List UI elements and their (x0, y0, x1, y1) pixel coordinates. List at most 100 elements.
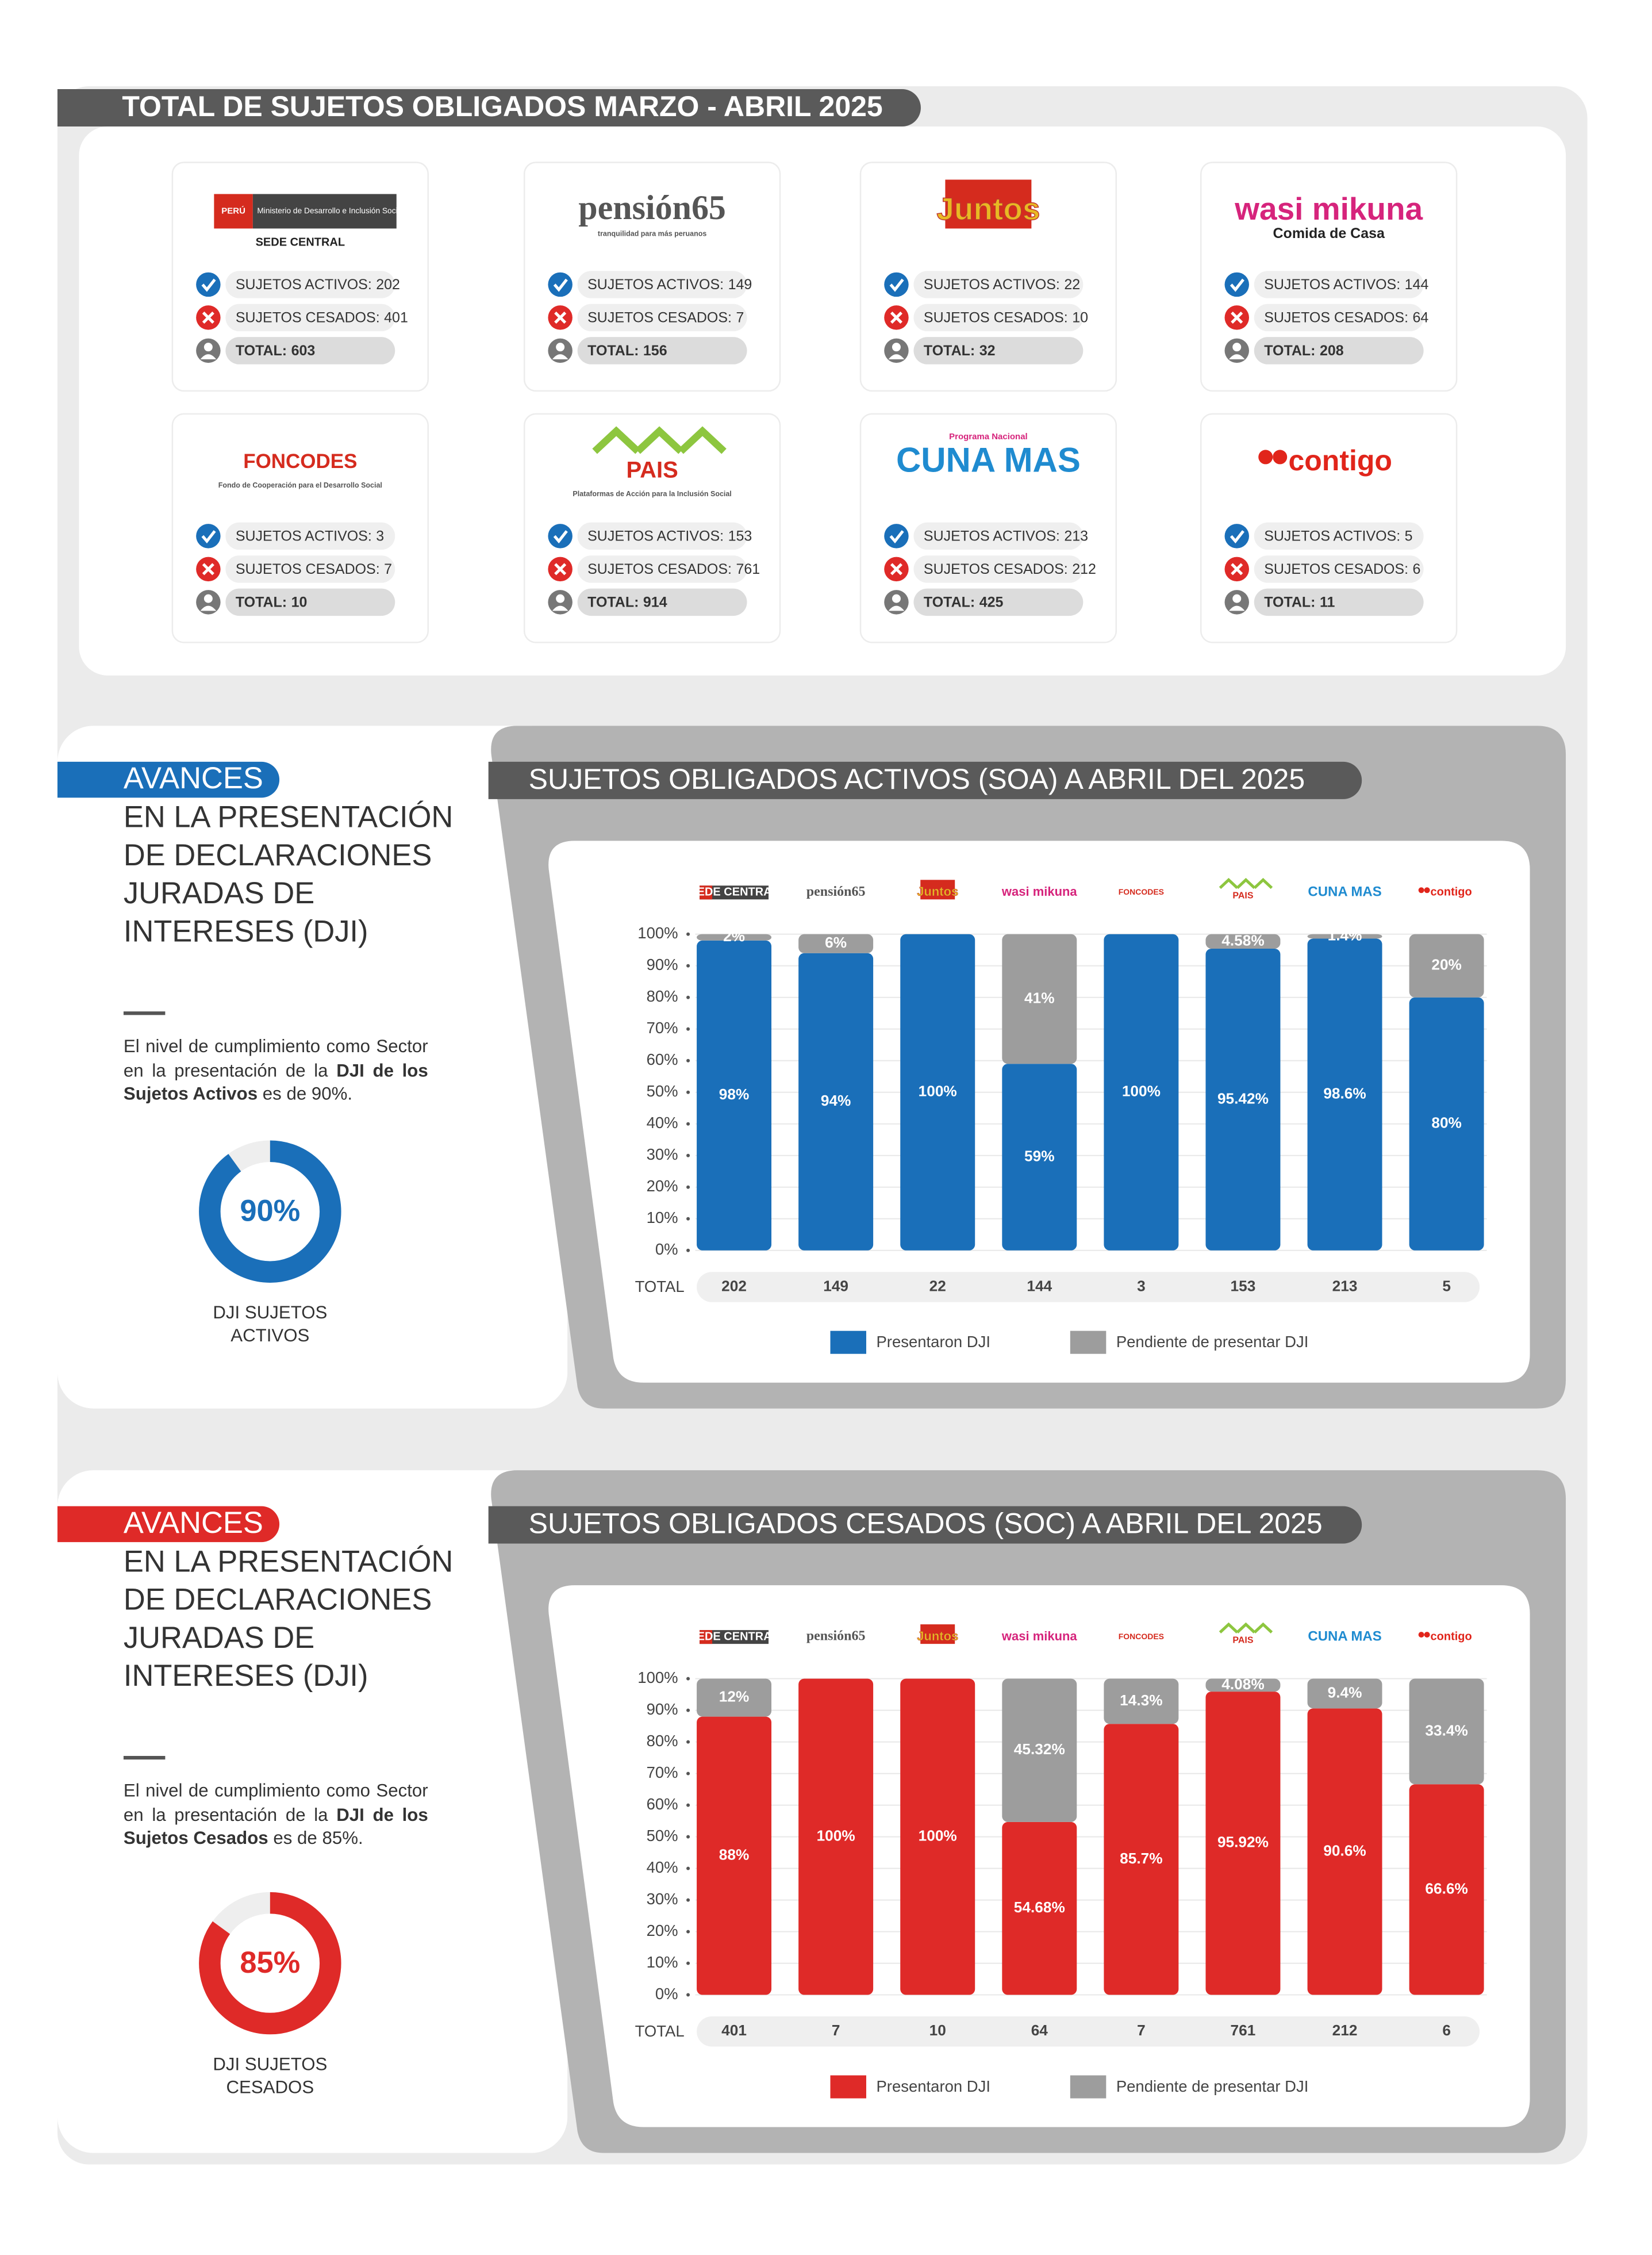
logo-sub: Comida de Casa (1273, 225, 1385, 241)
logo-name: FONCODES (1119, 887, 1164, 896)
total-text: TOTAL: 208 (1264, 343, 1344, 359)
pill (1254, 304, 1424, 332)
icon-x (202, 311, 214, 324)
bar-segment (1307, 1708, 1382, 1995)
icon-body (888, 354, 905, 359)
icon-check (201, 530, 216, 544)
bar-segment (798, 953, 874, 1251)
icon-x (202, 563, 214, 576)
bar-segment (1205, 934, 1281, 949)
total-value: 212 (1332, 2022, 1358, 2039)
value-label: 4.08% (1221, 1675, 1264, 1693)
total-icon (196, 338, 221, 363)
icon-head (892, 594, 901, 603)
total-icon (1224, 338, 1249, 363)
total-text: TOTAL: 10 (236, 594, 308, 610)
active-value: 202 (376, 277, 400, 293)
y-tick-label: 100% (637, 924, 678, 942)
logo-name: wasi mikuna (1234, 191, 1423, 227)
total-value: 22 (929, 1277, 946, 1294)
active-label: SUJETOS ACTIVOS: (587, 277, 724, 293)
bar-segment (1307, 934, 1382, 939)
logo-name-bg (252, 194, 397, 229)
ceased-value: 761 (736, 561, 760, 577)
value-label: 2% (723, 927, 745, 945)
logo-name: wasi mikuna (1001, 1629, 1077, 1643)
tick-mark (686, 1930, 690, 1934)
ceased-label: SUJETOS CESADOS: (1264, 309, 1408, 325)
active-text: SUJETOS ACTIVOS: 5 (1264, 528, 1412, 544)
logo-icon (1424, 1632, 1430, 1638)
icon-circle (884, 524, 909, 549)
legend-swatch (1070, 2075, 1107, 2099)
logo-icon (1424, 887, 1430, 893)
active-icon (884, 524, 909, 549)
logo: SEDE CENTRAL (689, 1630, 779, 1644)
legend-label: Presentaron DJI (876, 1333, 990, 1351)
side-panel (57, 1470, 568, 2153)
icon-head (892, 343, 901, 352)
logo-roof (1219, 1622, 1273, 1633)
y-tick-label: 0% (655, 1240, 678, 1258)
donut-label: 90% (240, 1194, 300, 1228)
pill (225, 522, 395, 550)
bar-segment (1307, 1678, 1382, 1709)
active-value: 5 (1405, 528, 1413, 544)
y-tick-label: 100% (637, 1669, 678, 1686)
logo: Juntos (917, 1624, 959, 1644)
ceased-value: 7 (384, 561, 392, 577)
bar-segment (1205, 1692, 1281, 1995)
ceased-label: SUJETOS CESADOS: (236, 309, 380, 325)
icon-x (1231, 311, 1243, 324)
value-label: 9.4% (1328, 1683, 1362, 1701)
total-label: TOTAL: (236, 594, 287, 610)
chart-title-bar (488, 1506, 1362, 1544)
y-tick-label: 90% (647, 956, 678, 973)
tick-mark (686, 1090, 690, 1094)
pill (1254, 555, 1424, 583)
active-label: SUJETOS ACTIVOS: (236, 528, 372, 544)
pill (577, 588, 747, 616)
tick-mark (686, 1866, 690, 1870)
icon-head (1232, 594, 1242, 603)
tick-mark (686, 1993, 690, 1997)
tick-mark (686, 1740, 690, 1744)
y-tick-label: 40% (647, 1858, 678, 1876)
icon-body (1229, 354, 1245, 359)
y-tick-label: 30% (647, 1145, 678, 1163)
value-label: 4.58% (1221, 931, 1264, 949)
bar-segment (1409, 934, 1484, 998)
ceased-text: SUJETOS CESADOS: 7 (587, 309, 744, 325)
icon-head (556, 594, 565, 603)
total-value: 11 (1320, 594, 1335, 610)
value-label: 54.68% (1014, 1899, 1065, 1916)
active-icon (884, 272, 909, 297)
active-value: 144 (1405, 277, 1429, 293)
pill (913, 522, 1084, 550)
y-tick-label: 30% (647, 1890, 678, 1908)
logo-icon (1418, 1632, 1424, 1638)
active-label: SUJETOS ACTIVOS: (587, 528, 724, 544)
logo-badge: Programa Nacional (949, 432, 1028, 442)
total-text: TOTAL: 603 (236, 343, 315, 359)
pill (913, 304, 1084, 332)
tick-mark (686, 1185, 690, 1189)
active-label: SUJETOS ACTIVOS: (236, 277, 372, 293)
bar-segment (697, 1716, 772, 1995)
icon-head (203, 343, 213, 352)
logo-name: FONCODES (243, 450, 357, 473)
ceased-value: 401 (384, 309, 408, 325)
value-label: 33.4% (1425, 1721, 1467, 1739)
pill (577, 337, 747, 365)
icon-circle (1224, 272, 1249, 297)
paragraph-run: El nivel de cumplimiento como Sector en … (123, 1781, 428, 1825)
icon-x (890, 563, 902, 576)
active-value: 153 (728, 528, 752, 544)
bar-segment (798, 934, 874, 953)
logo: pensión65 (806, 1629, 866, 1644)
bar-segment (1409, 1678, 1484, 1785)
donut-caption: DJI SUJETOS (213, 2054, 327, 2074)
y-tick-label: 90% (647, 1700, 678, 1718)
active-icon (196, 272, 221, 297)
total-label: TOTAL: (236, 343, 287, 359)
